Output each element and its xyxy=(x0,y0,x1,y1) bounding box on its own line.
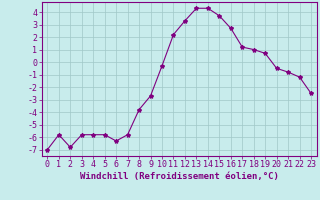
X-axis label: Windchill (Refroidissement éolien,°C): Windchill (Refroidissement éolien,°C) xyxy=(80,172,279,181)
